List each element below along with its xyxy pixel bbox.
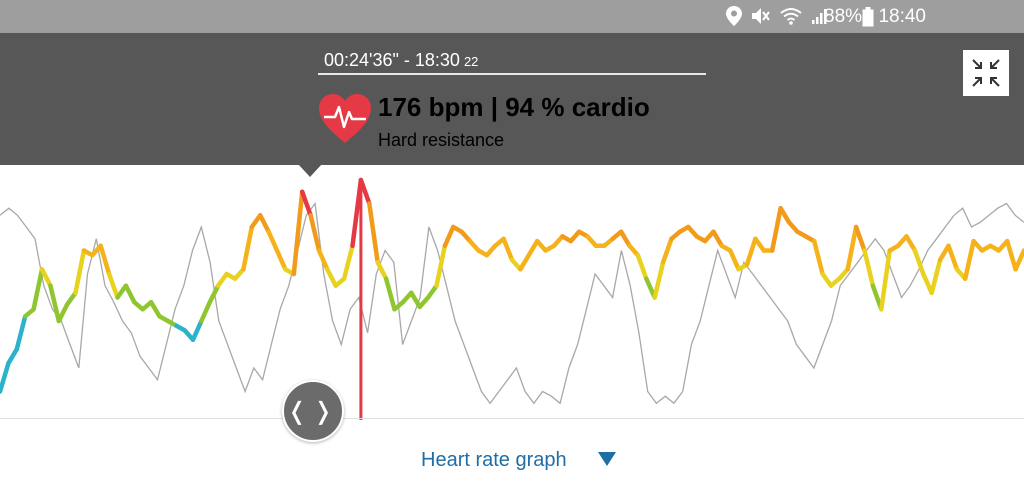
time-range: 00:24'36" - 18:30 bbox=[324, 50, 460, 70]
heart-rate-segment bbox=[946, 243, 960, 272]
heart-rate-segment bbox=[501, 236, 515, 263]
heart-rate-segment bbox=[375, 260, 389, 281]
heart-rate-segment bbox=[199, 299, 213, 324]
heart-rate-segment bbox=[48, 283, 62, 324]
status-icons bbox=[726, 6, 829, 26]
collapse-button[interactable] bbox=[963, 50, 1009, 96]
detail-panel bbox=[0, 33, 1024, 165]
heart-rate-segment bbox=[274, 248, 288, 272]
heart-rate-segment bbox=[769, 205, 783, 253]
clock: 18:40 bbox=[878, 6, 926, 27]
heart-rate-segment bbox=[207, 283, 221, 305]
time-range-sub: 22 bbox=[463, 54, 479, 69]
heart-rate-segment bbox=[1004, 238, 1018, 272]
graph-selector-label[interactable]: Heart rate graph bbox=[421, 449, 567, 471]
secondary-series-line bbox=[0, 201, 1024, 405]
heart-rate-segment bbox=[14, 314, 28, 352]
heart-rate-segment bbox=[148, 299, 162, 319]
heart-rate-segment bbox=[56, 302, 70, 324]
caret-down-icon[interactable] bbox=[598, 452, 616, 466]
chart-lines bbox=[0, 177, 1024, 420]
heart-rate-segment bbox=[123, 283, 137, 305]
heart-rate-segment bbox=[409, 290, 422, 310]
heart-rate-segment bbox=[6, 346, 20, 366]
wifi-icon bbox=[780, 8, 802, 25]
heart-rate-segment bbox=[299, 189, 313, 218]
heart-rate-segment bbox=[383, 276, 397, 312]
heart-rate-segment bbox=[39, 267, 53, 288]
heart-rate-segment bbox=[727, 248, 741, 272]
heart-rate-segment bbox=[820, 271, 834, 288]
heart-rate-segment bbox=[434, 243, 448, 288]
heart-rate-segment bbox=[660, 236, 674, 265]
location-icon bbox=[726, 6, 742, 26]
heart-rate-segment bbox=[879, 248, 892, 312]
battery-icon bbox=[862, 7, 874, 27]
heart-rate-segment bbox=[241, 224, 255, 272]
battery-percent: 88% bbox=[824, 6, 863, 27]
time-range-divider bbox=[318, 73, 706, 75]
heart-rate-segment bbox=[106, 271, 120, 300]
heart-rate-segment bbox=[929, 257, 943, 296]
heart-rate-chart[interactable] bbox=[0, 165, 1024, 420]
heart-rate-segment bbox=[652, 260, 666, 300]
drag-handle-icon: ❬❭ bbox=[286, 397, 340, 425]
heart-rate-segment bbox=[853, 224, 867, 253]
scrubber-handle[interactable]: ❬❭ bbox=[282, 380, 344, 442]
heart-icon bbox=[318, 93, 372, 150]
heart-rate-segment bbox=[912, 248, 926, 277]
heart-rate-segment bbox=[257, 213, 271, 234]
heart-rate-segment bbox=[962, 238, 976, 281]
heart-rate-segment bbox=[308, 213, 322, 253]
heart-rate-segment bbox=[526, 238, 540, 258]
heart-rate-segment bbox=[266, 229, 280, 253]
heart-rate-segment bbox=[367, 201, 380, 265]
heart-rate-segment bbox=[215, 271, 229, 288]
heart-rate-segment bbox=[425, 283, 439, 300]
heart-rate-segment bbox=[904, 234, 918, 253]
heart-rate-segment bbox=[316, 248, 330, 272]
heart-rate-segment bbox=[442, 224, 456, 249]
heart-rate-segment bbox=[711, 229, 725, 249]
bpm-value: 176 bpm | 94 % cardio bbox=[378, 92, 650, 122]
heart-rate-segment bbox=[73, 248, 87, 296]
heart-rate-segment bbox=[618, 229, 632, 249]
heart-rate-segment bbox=[778, 205, 792, 225]
status-bar: 88% 18:40 bbox=[0, 0, 1024, 33]
heart-rate-segment bbox=[325, 267, 338, 288]
tooltip-pointer bbox=[298, 164, 322, 177]
heart-rate-segment bbox=[98, 243, 112, 277]
heart-rate-segment bbox=[31, 267, 45, 312]
time-range-label: 00:24'36" - 18:30 22 bbox=[324, 50, 478, 71]
signal-icon bbox=[812, 9, 827, 24]
heart-rate-segment bbox=[341, 243, 355, 281]
heart-rate-segment bbox=[190, 318, 204, 343]
heart-rate-segment bbox=[845, 224, 859, 272]
heart-rate-segment bbox=[518, 252, 532, 272]
zone-label: Hard resistance bbox=[378, 130, 505, 150]
heart-rate-segment bbox=[862, 248, 876, 288]
heart-rate-segment bbox=[811, 238, 825, 277]
heart-rate-segment bbox=[291, 189, 305, 277]
heart-rate-segment bbox=[744, 236, 758, 267]
heart-rate-segment bbox=[64, 290, 78, 307]
collapse-icon bbox=[972, 59, 1000, 87]
mute-icon bbox=[752, 8, 770, 24]
chart-baseline bbox=[0, 418, 1024, 419]
heart-rate-segment bbox=[0, 361, 11, 394]
heart-rate-segment bbox=[635, 252, 649, 281]
heart-rate-segment bbox=[753, 236, 767, 253]
heart-rate-segment bbox=[1013, 248, 1024, 272]
